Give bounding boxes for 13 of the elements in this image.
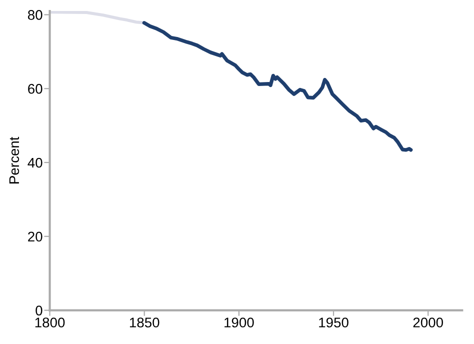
x-tick-label: 1850 bbox=[130, 318, 160, 328]
y-tick-label: 60 bbox=[28, 84, 42, 94]
x-tick-label: 2000 bbox=[413, 318, 444, 328]
line-series bbox=[50, 11, 146, 24]
y-axis-title: Percent bbox=[9, 136, 20, 184]
x-tick-label: 1950 bbox=[319, 318, 348, 328]
y-tick-label: 80 bbox=[28, 10, 42, 20]
line-series bbox=[142, 21, 413, 152]
y-tick-label: 0 bbox=[36, 306, 42, 316]
x-tick-label: 1900 bbox=[224, 318, 254, 328]
x-tick-label: 1800 bbox=[35, 318, 65, 328]
y-tick-label: 20 bbox=[28, 232, 42, 242]
y-tick-label: 40 bbox=[28, 158, 42, 168]
